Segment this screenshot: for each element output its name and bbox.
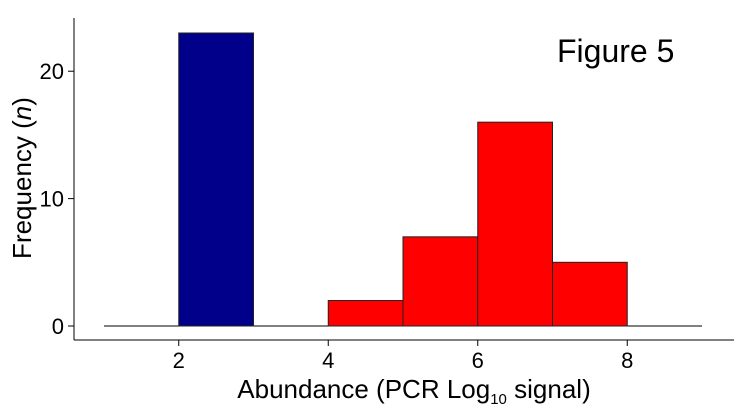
y-axis-title: Frequency (n) xyxy=(7,97,37,259)
x-tick-label-6: 6 xyxy=(472,348,484,373)
histogram-bar-1 xyxy=(178,32,254,327)
histogram-bar-2 xyxy=(327,300,404,327)
histogram-bar-5 xyxy=(552,261,628,327)
x-axis-title-suffix: signal) xyxy=(507,374,591,404)
x-tick-label-8: 8 xyxy=(621,348,633,373)
x-tick-label-2: 2 xyxy=(173,348,185,373)
x-axis-title-prefix: Abundance (PCR Log xyxy=(237,374,490,404)
x-ticks: 2 4 6 8 xyxy=(173,340,633,373)
histogram-bar-4 xyxy=(477,121,553,327)
figure-annotation: Figure 5 xyxy=(557,33,674,69)
y-tick-label-10: 10 xyxy=(40,187,64,212)
y-tick-label-0: 0 xyxy=(52,314,64,339)
x-axis-title-subscript: 10 xyxy=(490,391,507,408)
x-axis-title: Abundance (PCR Log10 signal) xyxy=(237,374,590,408)
y-ticks: 0 10 20 xyxy=(40,59,74,339)
bars-layer xyxy=(178,32,628,327)
y-tick-label-20: 20 xyxy=(40,59,64,84)
y-axis-title-prefix: Frequency ( xyxy=(7,120,37,259)
y-axis-title-italic: n xyxy=(7,106,37,120)
y-axis-title-suffix: ) xyxy=(7,97,37,106)
x-tick-label-4: 4 xyxy=(322,348,334,373)
histogram-bar-3 xyxy=(402,236,479,327)
